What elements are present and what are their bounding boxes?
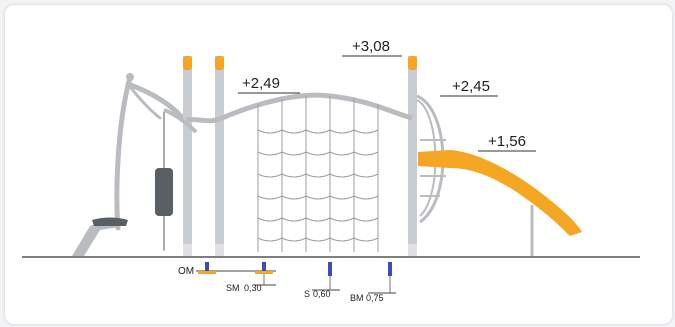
height-label-top: +3,08 xyxy=(352,38,390,55)
marker-s-label: S xyxy=(304,289,310,299)
spring-rocker-base xyxy=(72,222,120,256)
marker-s-value: 0,60 xyxy=(313,289,331,299)
swing-top-joint xyxy=(126,73,134,81)
slide xyxy=(418,150,582,236)
height-label-slide: +1,56 xyxy=(488,133,526,150)
foundation-markers xyxy=(196,262,396,294)
main-posts xyxy=(183,56,417,256)
arch-beam xyxy=(185,92,413,124)
hanging-punching-bag xyxy=(155,168,173,216)
left-brace xyxy=(163,108,198,134)
swing-frame xyxy=(114,75,189,251)
height-label-net-left: +2,49 xyxy=(242,75,280,92)
marker-om-label: OM xyxy=(178,266,194,277)
marker-sm-label: SM xyxy=(226,283,240,293)
marker-sm-value: 0,30 xyxy=(244,283,262,293)
climbing-net xyxy=(257,96,379,252)
marker-bm-value: 0,75 xyxy=(366,293,384,303)
rocker-seat xyxy=(92,217,128,226)
marker-bm-label: BM xyxy=(350,293,364,303)
height-label-tower-right: +2,45 xyxy=(452,78,490,95)
